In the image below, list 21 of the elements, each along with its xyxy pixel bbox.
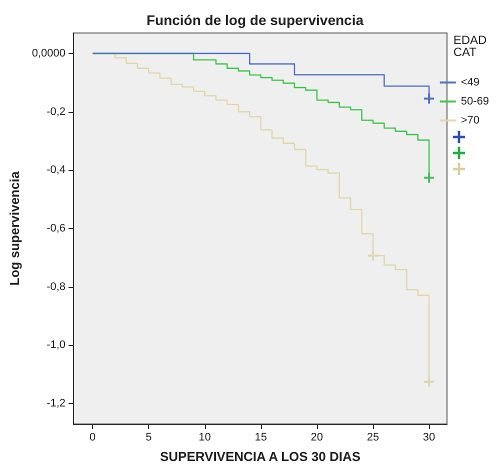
chart-title: Función de log de supervivencia (146, 12, 364, 28)
x-tick-label: 0 (90, 432, 96, 444)
y-tick-label: -0,4 (46, 164, 66, 176)
x-axis-title: SUPERVIVENCIA A LOS 30 DIAS (160, 449, 361, 464)
y-tick-label: -1,0 (46, 339, 66, 352)
y-axis-title: Log supervivencia (7, 170, 22, 286)
legend-title: EDAD CAT (453, 33, 490, 59)
x-tick-label: 10 (198, 432, 211, 444)
x-tick-label: 25 (366, 432, 380, 444)
y-tick-label: -0,2 (46, 106, 66, 118)
x-tick-label: 5 (146, 432, 152, 444)
y-tick-label: -0,8 (46, 280, 66, 293)
legend-label: 50-69 (460, 96, 490, 108)
y-tick-label: -0,6 (46, 222, 66, 234)
y-tick-label: 0,0000 (32, 47, 66, 60)
y-tick-label: -1,2 (46, 398, 66, 410)
x-tick-label: 15 (254, 432, 267, 444)
x-tick-label: 20 (310, 432, 324, 444)
legend-label: <49 (460, 76, 480, 88)
x-tick-label: 30 (422, 432, 436, 444)
legend-label: >70 (460, 114, 480, 126)
